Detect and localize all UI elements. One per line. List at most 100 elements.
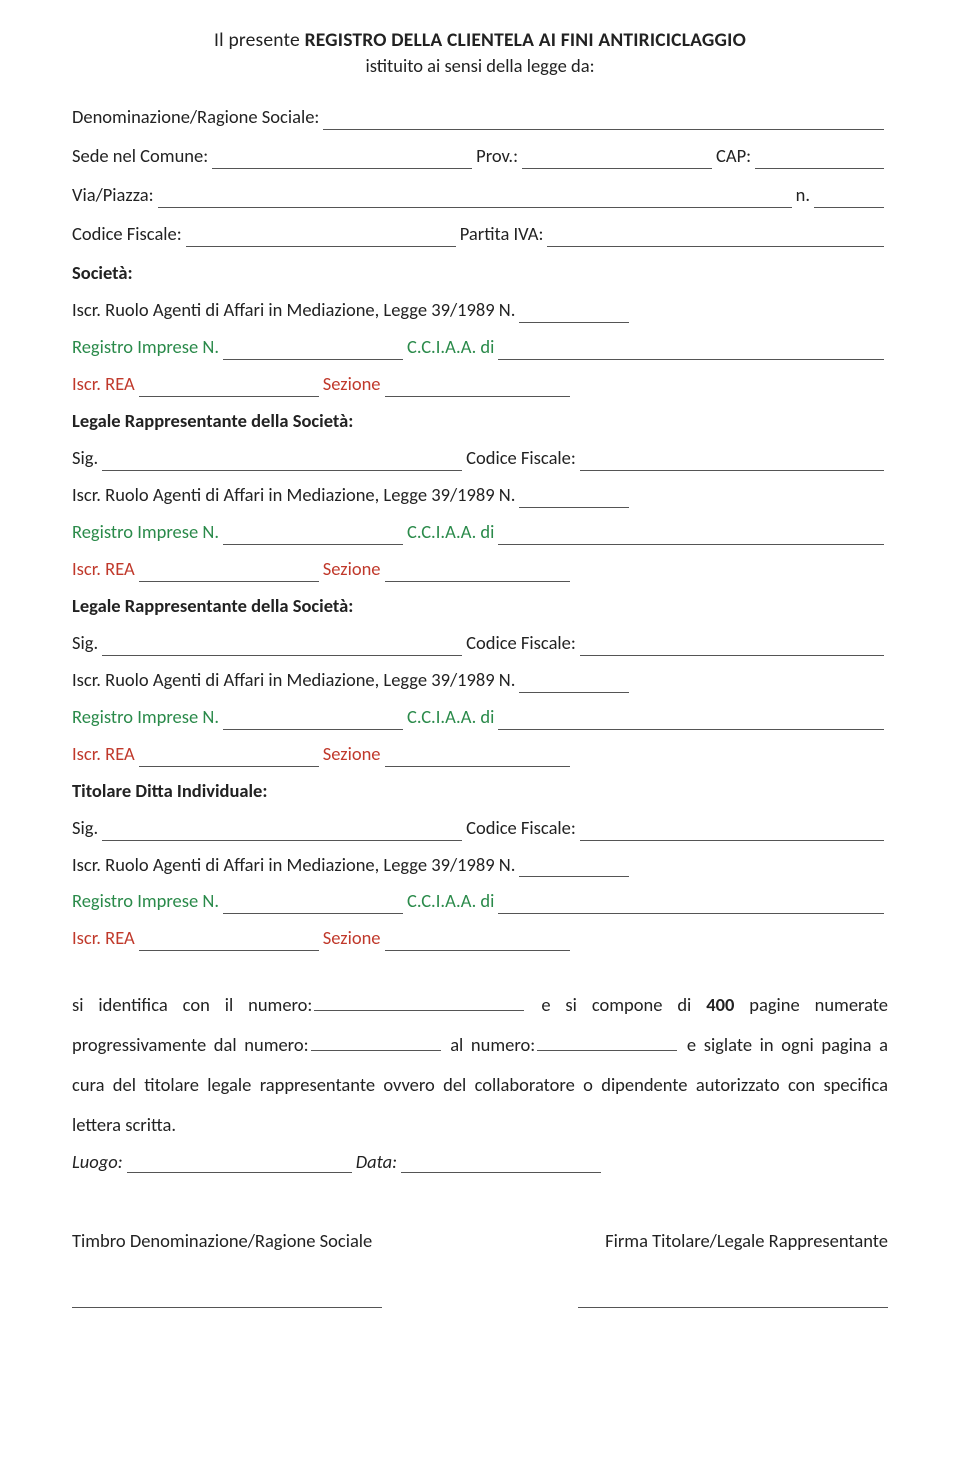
underline[interactable] — [139, 564, 319, 582]
underline[interactable] — [498, 712, 884, 730]
field-via-row: Via/Piazza: n. — [72, 183, 888, 208]
label-sezione: Sezione — [323, 372, 381, 397]
underline[interactable] — [385, 379, 570, 397]
underline[interactable] — [323, 112, 884, 130]
underline[interactable] — [139, 749, 319, 767]
label-registro: Registro Imprese N. — [72, 520, 219, 545]
label-piva: Partita IVA: — [460, 222, 544, 247]
field-registro-1: Registro Imprese N. C.C.I.A.A. di — [72, 335, 888, 360]
underline[interactable] — [127, 1155, 352, 1173]
underline[interactable] — [314, 997, 524, 1011]
underline[interactable] — [385, 749, 570, 767]
underline[interactable] — [814, 190, 884, 208]
label-sig: Sig. — [72, 631, 98, 656]
luogo-data-row: Luogo: Data: — [72, 1150, 888, 1173]
label-registro: Registro Imprese N. — [72, 335, 219, 360]
underline[interactable] — [223, 896, 403, 914]
underline[interactable] — [498, 527, 884, 545]
heading-titolare: Titolare Ditta Individuale: — [72, 779, 888, 802]
label-sezione: Sezione — [323, 742, 381, 767]
underline[interactable] — [519, 490, 629, 508]
label-rea: Iscr. REA — [72, 372, 135, 397]
title-line-2: istituito ai sensi della legge da: — [72, 54, 888, 77]
label-rea: Iscr. REA — [72, 742, 135, 767]
label-sig: Sig. — [72, 816, 98, 841]
underline[interactable] — [755, 151, 884, 169]
label-ruolo: Iscr. Ruolo Agenti di Affari in Mediazio… — [72, 668, 515, 693]
underline[interactable] — [139, 379, 319, 397]
label-sezione: Sezione — [323, 557, 381, 582]
label-registro: Registro Imprese N. — [72, 705, 219, 730]
title-block: Il presente REGISTRO DELLA CLIENTELA AI … — [72, 28, 888, 77]
underline[interactable] — [102, 638, 462, 656]
title-prefix: Il presente — [214, 28, 305, 52]
underline[interactable] — [580, 453, 884, 471]
underline[interactable] — [519, 305, 629, 323]
heading-societa: Società: — [72, 261, 888, 284]
label-luogo: Luogo: — [72, 1150, 123, 1173]
field-rea-2: Iscr. REA Sezione — [72, 557, 888, 582]
label-ruolo: Iscr. Ruolo Agenti di Affari in Mediazio… — [72, 483, 515, 508]
field-rea-4: Iscr. REA Sezione — [72, 926, 888, 951]
field-ruolo-4: Iscr. Ruolo Agenti di Affari in Mediazio… — [72, 853, 888, 878]
title-line-1: Il presente REGISTRO DELLA CLIENTELA AI … — [72, 28, 888, 52]
title-main: REGISTRO DELLA CLIENTELA AI FINI ANTIRIC… — [305, 28, 746, 52]
field-ruolo-3: Iscr. Ruolo Agenti di Affari in Mediazio… — [72, 668, 888, 693]
underline[interactable] — [223, 342, 403, 360]
field-sede-row: Sede nel Comune: Prov.: CAP: — [72, 144, 888, 169]
underline[interactable] — [580, 638, 884, 656]
underline[interactable] — [139, 933, 319, 951]
underline[interactable] — [580, 823, 884, 841]
underline[interactable] — [223, 527, 403, 545]
form-page: Il presente REGISTRO DELLA CLIENTELA AI … — [0, 0, 960, 1358]
fp-p1: si identifica con il numero: — [72, 993, 312, 1016]
underline[interactable] — [498, 342, 884, 360]
label-cf2: Codice Fiscale: — [466, 631, 576, 656]
signature-labels-row: Timbro Denominazione/Ragione Sociale Fir… — [72, 1229, 888, 1252]
underline[interactable] — [519, 859, 629, 877]
label-cciaa: C.C.I.A.A. di — [407, 705, 494, 730]
underline[interactable] — [102, 453, 462, 471]
heading-legale-1: Legale Rappresentante della Società: — [72, 409, 888, 432]
label-ruolo: Iscr. Ruolo Agenti di Affari in Mediazio… — [72, 853, 515, 878]
footer-paragraph: si identifica con il numero: e si compon… — [72, 985, 888, 1144]
underline[interactable] — [537, 1037, 677, 1051]
underline[interactable] — [102, 823, 462, 841]
underline[interactable] — [522, 151, 712, 169]
heading-legale-2: Legale Rappresentante della Società: — [72, 594, 888, 617]
label-ruolo: Iscr. Ruolo Agenti di Affari in Mediazio… — [72, 298, 515, 323]
field-registro-3: Registro Imprese N. C.C.I.A.A. di — [72, 705, 888, 730]
signature-lines-row — [72, 1294, 888, 1308]
underline[interactable] — [385, 933, 570, 951]
underline[interactable] — [519, 675, 629, 693]
underline[interactable] — [158, 190, 792, 208]
underline[interactable] — [223, 712, 403, 730]
label-cf2: Codice Fiscale: — [466, 446, 576, 471]
label-via: Via/Piazza: — [72, 183, 154, 208]
fp-p2b: 400 — [706, 993, 734, 1016]
label-denominazione: Denominazione/Ragione Sociale: — [72, 105, 319, 130]
signature-line-right[interactable] — [578, 1294, 888, 1308]
label-registro: Registro Imprese N. — [72, 889, 219, 914]
label-rea: Iscr. REA — [72, 926, 135, 951]
field-rea-1: Iscr. REA Sezione — [72, 372, 888, 397]
underline[interactable] — [186, 229, 456, 247]
fp-p3: dal numero: — [214, 1033, 309, 1056]
underline[interactable] — [547, 229, 884, 247]
underline[interactable] — [212, 151, 472, 169]
label-cf: Codice Fiscale: — [72, 222, 182, 247]
underline[interactable] — [311, 1037, 441, 1051]
underline[interactable] — [401, 1155, 601, 1173]
field-ruolo-1: Iscr. Ruolo Agenti di Affari in Mediazio… — [72, 298, 888, 323]
label-prov: Prov.: — [476, 144, 518, 169]
label-data: Data: — [356, 1150, 397, 1173]
fp-p2: e si compone di — [541, 993, 706, 1016]
field-sig-2: Sig. Codice Fiscale: — [72, 631, 888, 656]
label-sezione: Sezione — [323, 926, 381, 951]
sig-right-label: Firma Titolare/Legale Rappresentante — [605, 1229, 888, 1252]
signature-line-left[interactable] — [72, 1294, 382, 1308]
field-cf-piva-row: Codice Fiscale: Partita IVA: — [72, 222, 888, 247]
label-cciaa: C.C.I.A.A. di — [407, 520, 494, 545]
underline[interactable] — [385, 564, 570, 582]
underline[interactable] — [498, 896, 884, 914]
